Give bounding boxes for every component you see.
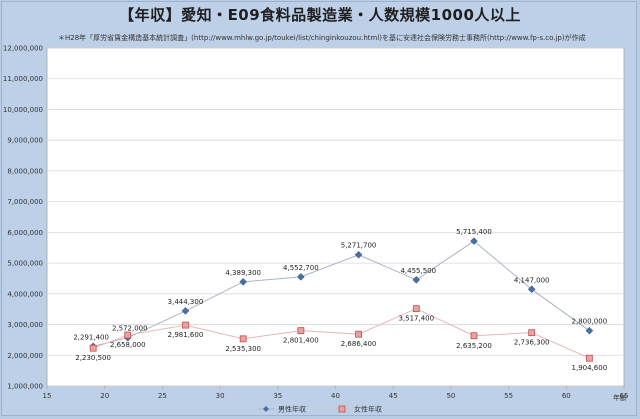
x-tick-label: 50: [446, 392, 455, 400]
y-tick-label: 6,000,000: [7, 229, 43, 237]
data-point-male: [181, 307, 190, 315]
data-label: 3,444,300: [168, 298, 204, 306]
legend-marker-male: [263, 406, 269, 412]
data-label: 2,658,000: [110, 341, 146, 349]
data-label: 2,291,400: [73, 333, 109, 341]
data-label: 5,715,400: [456, 228, 492, 236]
series-line-female: [92, 308, 590, 359]
data-label: 4,552,700: [283, 264, 319, 272]
x-tick-label: 30: [216, 392, 225, 400]
data-point-male: [412, 275, 421, 284]
y-tick-label: 11,000,000: [3, 75, 43, 83]
x-tick-label: 65: [620, 392, 629, 400]
data-label: 2,800,000: [572, 318, 608, 326]
x-tick-label: 25: [158, 392, 167, 400]
y-tick-label: 1,000,000: [7, 383, 43, 391]
data-point-male: [297, 272, 305, 281]
y-tick-label: 3,000,000: [7, 321, 43, 329]
data-point-female: [470, 332, 478, 340]
data-point-female: [297, 327, 305, 335]
legend-marker-female: [338, 405, 346, 413]
y-tick-label: 9,000,000: [7, 137, 43, 145]
x-tick-label: 55: [504, 392, 513, 400]
data-point-female: [89, 344, 97, 352]
y-tick-label: 10,000,000: [3, 106, 43, 114]
data-label: 4,147,000: [514, 276, 550, 284]
x-tick-label: 60: [562, 392, 571, 400]
data-label: 5,271,700: [341, 242, 377, 250]
y-tick-label: 2,000,000: [7, 352, 43, 360]
plot-area: [46, 47, 625, 387]
series-line-male: [93, 240, 590, 347]
data-point-female: [355, 330, 362, 338]
x-tick-label: 20: [100, 392, 109, 400]
data-point-female: [124, 331, 132, 339]
data-label: 2,635,200: [456, 342, 492, 350]
legend-label-male: 男性年収: [278, 405, 306, 414]
x-tick-label: 40: [331, 392, 340, 400]
y-tick-label: 4,000,000: [7, 290, 43, 298]
data-label: 2,572,000: [112, 325, 148, 333]
x-axis-label: 年齢: [613, 393, 627, 402]
x-tick-label: 15: [43, 392, 52, 400]
y-tick-label: 7,000,000: [7, 198, 43, 206]
y-tick-label: 5,000,000: [7, 260, 43, 268]
chart-title: 【年収】愛知・E09食料品製造業・人数規模1000人以上: [119, 6, 521, 24]
data-label: 2,801,400: [283, 337, 319, 345]
data-point-female: [585, 354, 593, 362]
data-label: 2,535,300: [225, 345, 261, 353]
data-point-female: [239, 335, 247, 343]
data-label: 1,904,600: [572, 364, 608, 372]
data-point-male: [354, 250, 363, 259]
chart-subtitle: ＊H28年「厚労省賃金構造基本統計調査」(http://www.mhlw.go.…: [58, 34, 586, 42]
data-label: 4,455,500: [400, 267, 436, 275]
data-point-male: [585, 326, 594, 335]
data-point-male: [527, 285, 536, 294]
y-tick-label: 8,000,000: [7, 167, 43, 175]
data-label: 2,230,500: [75, 354, 111, 362]
data-label: 4,389,300: [225, 269, 261, 277]
data-label: 2,736,300: [514, 339, 550, 347]
data-label: 2,686,400: [341, 340, 377, 348]
data-point-male: [470, 237, 478, 245]
data-point-male: [239, 278, 248, 286]
y-tick-label: 12,000,000: [3, 45, 43, 53]
data-point-female: [412, 305, 420, 313]
data-point-female: [528, 329, 536, 337]
data-label: 3,517,400: [398, 315, 434, 323]
data-label: 2,981,600: [168, 331, 204, 339]
legend-label-female: 女性年収: [354, 405, 382, 414]
data-point-female: [182, 321, 189, 329]
x-tick-label: 45: [389, 392, 398, 400]
x-tick-label: 35: [273, 392, 282, 400]
